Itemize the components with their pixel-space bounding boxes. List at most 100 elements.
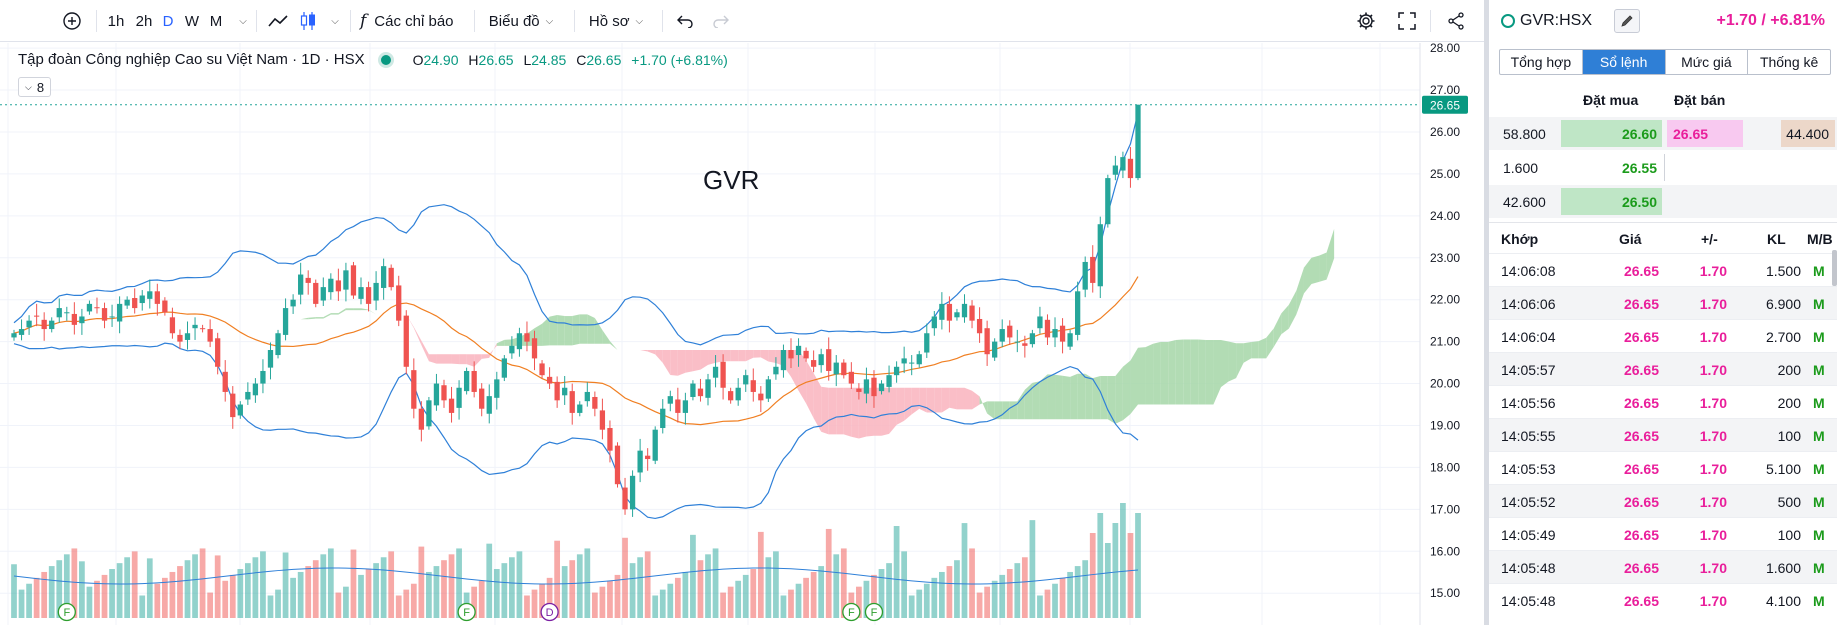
trade-time: 14:05:48 — [1501, 593, 1556, 609]
trade-price: 26.65 — [1623, 461, 1659, 477]
trade-time: 14:05:49 — [1501, 527, 1556, 543]
candle-body — [501, 358, 507, 378]
fullscreen-icon[interactable] — [1393, 7, 1421, 35]
volume-bar — [146, 558, 153, 618]
candle-body — [562, 387, 568, 396]
candle-body — [863, 379, 870, 394]
ichimoku-cloud-segment — [1070, 373, 1078, 420]
redo-icon[interactable] — [708, 7, 734, 35]
candle-body — [758, 393, 764, 401]
y-tick-label: 23.00 — [1430, 251, 1460, 265]
ichimoku-cloud-segment — [323, 313, 331, 319]
interval-w[interactable]: W — [184, 12, 200, 30]
volume-bar — [750, 569, 757, 618]
volume-bar — [644, 551, 651, 618]
ichimoku-cloud-segment — [421, 340, 429, 362]
tab-overview[interactable]: Tổng hợp — [1500, 50, 1583, 74]
ichimoku-cloud-segment — [662, 350, 671, 375]
interval-2h[interactable]: 2h — [135, 12, 153, 30]
bid-price[interactable]: 26.60 — [1561, 120, 1662, 147]
ichimoku-cloud-segment — [315, 317, 324, 319]
ichimoku-cloud-segment — [1266, 328, 1274, 359]
candle-body — [139, 295, 145, 304]
tab-price-levels[interactable]: Mức giá — [1666, 50, 1749, 74]
indicators-toggle[interactable]: ⌵ 8 — [18, 77, 52, 97]
candle-body — [976, 318, 983, 334]
volume-bar — [320, 554, 327, 618]
chart-layout-button[interactable]: Biểu đồ ⌵ — [484, 7, 558, 35]
chart-type-chevron-icon[interactable]: ⌵ — [331, 15, 339, 27]
volume-bar — [742, 574, 749, 618]
volume-bar — [109, 569, 115, 618]
trade-volume: 1.500 — [1765, 263, 1801, 279]
candle-body — [622, 487, 628, 510]
ichimoku-cloud-segment — [406, 314, 414, 328]
indicators-label: Các chỉ báo — [374, 12, 454, 30]
interval-dropdown-chevron-icon[interactable]: ⌵ — [239, 15, 247, 27]
candle-body — [833, 362, 839, 375]
ichimoku-cloud-segment — [647, 350, 656, 355]
line-chart-icon[interactable] — [264, 7, 292, 35]
ichimoku-cloud-segment — [1258, 337, 1267, 359]
ichimoku-cloud-segment — [308, 317, 316, 320]
trade-time: 14:05:53 — [1501, 461, 1556, 477]
volume-bar — [380, 557, 387, 618]
ichimoku-cloud-segment — [813, 373, 822, 432]
volume-bar — [350, 549, 357, 618]
ichimoku-cloud-segment — [1236, 343, 1244, 379]
tab-statistics[interactable]: Thống kê — [1759, 54, 1819, 70]
interval-d[interactable]: D — [162, 12, 174, 30]
volume-bar — [388, 551, 395, 618]
volume-bar — [229, 574, 236, 618]
settings-gear-icon[interactable] — [1352, 7, 1380, 35]
trades-scrollbar[interactable] — [1832, 250, 1837, 286]
y-tick-label: 27.00 — [1430, 83, 1460, 97]
candle-body — [984, 328, 990, 355]
y-tick-label: 20.00 — [1430, 377, 1460, 391]
volume-bar — [305, 566, 312, 618]
candle-body — [1135, 104, 1141, 179]
share-icon[interactable] — [1442, 7, 1470, 35]
ichimoku-cloud-segment — [956, 387, 965, 410]
volume-bar — [11, 564, 17, 618]
trade-volume: 200 — [1777, 362, 1801, 378]
ask-price[interactable]: 26.65 — [1667, 120, 1743, 147]
ichimoku-cloud-segment — [655, 350, 663, 363]
ichimoku-cloud-segment — [428, 354, 437, 364]
trade-row: 14:06:08 26.65 1.70 1.500 M — [1489, 253, 1837, 286]
chart-canvas[interactable]: 26.65 28.00 27.00 26.00 25.00 24.00 23.00 22.00… — [0, 43, 1484, 625]
ichimoku-cloud-segment — [345, 308, 354, 311]
trade-time: 14:05:56 — [1501, 395, 1556, 411]
panel-symbol[interactable]: GVR:HSX — [1501, 12, 1592, 30]
template-button[interactable]: Hồ sơ ⌵ — [582, 7, 650, 35]
volume-bar — [1082, 560, 1089, 618]
ichimoku-cloud-segment — [790, 350, 799, 391]
indicators-button[interactable]: f Các chỉ báo — [360, 7, 468, 35]
ichimoku-cloud-segment — [1085, 373, 1093, 420]
undo-icon[interactable] — [672, 7, 698, 35]
ichimoku-cloud-segment — [1220, 340, 1229, 388]
volume-bar — [863, 580, 870, 618]
price-chart[interactable]: 26.65 28.00 27.00 26.00 25.00 24.00 23.00 22.00… — [0, 43, 1484, 625]
trade-row: 14:05:48 26.65 1.70 1.600 M — [1489, 550, 1837, 583]
volume-bar — [938, 571, 945, 618]
trade-change: 1.70 — [1699, 527, 1727, 543]
volume-bar — [207, 592, 214, 618]
interval-1h[interactable]: 1h — [107, 12, 125, 30]
add-symbol-icon[interactable] — [58, 7, 86, 35]
ichimoku-cloud-segment — [217, 328, 226, 331]
volume-bar — [192, 554, 198, 618]
tab-orderbook[interactable]: Sổ lệnh — [1582, 50, 1666, 74]
candle-body — [298, 274, 304, 295]
interval-m[interactable]: M — [209, 12, 223, 30]
bid-volume: 58.800 — [1503, 125, 1546, 142]
trade-volume: 1.600 — [1765, 560, 1801, 576]
ichimoku-cloud-segment — [1002, 401, 1010, 420]
candle-body — [116, 303, 123, 322]
edit-symbol-button[interactable] — [1614, 9, 1640, 33]
candle-chart-icon[interactable] — [296, 7, 320, 35]
candle-body — [207, 329, 213, 342]
bid-price[interactable]: 26.55 — [1561, 154, 1662, 181]
ichimoku-cloud-segment — [1039, 374, 1048, 420]
bid-price[interactable]: 26.50 — [1561, 188, 1662, 215]
